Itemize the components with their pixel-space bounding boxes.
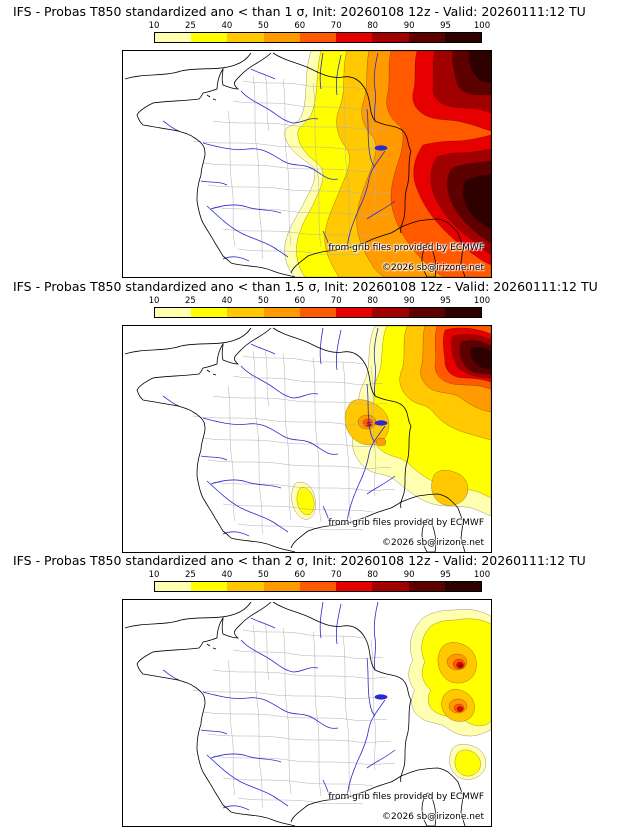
map-frame: from grib files provided by ECMWF ©2026 … <box>122 50 492 278</box>
colorbar-tick: 50 <box>257 21 269 31</box>
colorbar-tick: 70 <box>330 296 342 306</box>
colorbar-tick: 80 <box>367 570 379 580</box>
credit-copyright: ©2026 sb@irizone.net <box>382 812 484 822</box>
colorbar-segment <box>191 582 228 591</box>
colorbar-segment <box>263 33 300 42</box>
colorbar-tick: 95 <box>440 570 451 580</box>
colorbar-tick-labels: 10 25 40 50 60 70 80 90 95 100 <box>149 296 491 306</box>
colorbar-tick: 95 <box>440 21 451 31</box>
map-frame: from grib files provided by ECMWF ©2026 … <box>122 599 492 827</box>
colorbar-tick-labels: 10 25 40 50 60 70 80 90 95 100 <box>149 21 491 31</box>
colorbar-segment <box>191 308 228 317</box>
colorbar-tick: 25 <box>185 21 196 31</box>
probability-field <box>284 51 491 277</box>
colorbar-segment <box>263 308 300 317</box>
colorbar-tick: 40 <box>221 296 233 306</box>
credit-copyright: ©2026 sb@irizone.net <box>382 263 484 273</box>
map-canvas-1sigma <box>124 51 491 277</box>
colorbar-bar <box>154 307 482 318</box>
probability-colorbar: 10 25 40 50 60 70 80 90 95 100 <box>149 570 491 592</box>
colorbar-tick: 100 <box>473 21 491 31</box>
colorbar-tick: 50 <box>257 296 269 306</box>
colorbar-segment <box>227 308 264 317</box>
credit-copyright: ©2026 sb@irizone.net <box>382 538 484 548</box>
colorbar-tick: 70 <box>330 21 342 31</box>
colorbar-segment <box>299 308 337 317</box>
credit-block: from grib files provided by ECMWF ©2026 … <box>328 243 484 273</box>
colorbar-tick: 90 <box>403 570 415 580</box>
credit-block: from grib files provided by ECMWF ©2026 … <box>328 518 484 548</box>
colorbar-tick: 50 <box>257 570 269 580</box>
colorbar-tick: 80 <box>367 21 379 31</box>
panel-prob-2sigma: IFS - Probas T850 standardized ano < tha… <box>0 551 630 827</box>
colorbar-segment <box>155 308 192 317</box>
colorbar-tick: 60 <box>294 296 306 306</box>
colorbar-tick: 40 <box>221 570 233 580</box>
colorbar-segment <box>408 308 445 317</box>
colorbar-segment <box>299 33 337 42</box>
colorbar-segment <box>227 33 264 42</box>
colorbar-segment <box>263 582 300 591</box>
colorbar-segment <box>191 33 228 42</box>
colorbar-segment <box>227 582 264 591</box>
colorbar-tick: 25 <box>185 296 196 306</box>
credit-source: from grib files provided by ECMWF <box>328 243 484 253</box>
panel-prob-1p5sigma: IFS - Probas T850 standardized ano < tha… <box>0 277 630 553</box>
panel-title: IFS - Probas T850 standardized ano < tha… <box>13 279 598 294</box>
panel-prob-1sigma: IFS - Probas T850 standardized ano < tha… <box>0 2 630 278</box>
probability-colorbar: 10 25 40 50 60 70 80 90 95 100 <box>149 296 491 318</box>
colorbar-segment <box>336 33 373 42</box>
colorbar-segment <box>372 308 409 317</box>
panel-title: IFS - Probas T850 standardized ano < tha… <box>13 4 586 19</box>
credit-source: from grib files provided by ECMWF <box>328 518 484 528</box>
colorbar-bar <box>154 581 482 592</box>
colorbar-tick: 95 <box>440 296 451 306</box>
colorbar-tick: 10 <box>148 570 160 580</box>
colorbar-tick: 40 <box>221 21 233 31</box>
colorbar-segment <box>336 582 373 591</box>
colorbar-segment <box>299 582 337 591</box>
colorbar-tick: 25 <box>185 570 196 580</box>
colorbar-segment <box>444 582 481 591</box>
map-frame: from grib files provided by ECMWF ©2026 … <box>122 325 492 553</box>
colorbar-segment <box>444 33 481 42</box>
credit-source: from grib files provided by ECMWF <box>328 792 484 802</box>
panel-title: IFS - Probas T850 standardized ano < tha… <box>13 553 586 568</box>
colorbar-segment <box>372 582 409 591</box>
colorbar-segment <box>336 308 373 317</box>
probability-field <box>291 326 491 520</box>
credit-block: from grib files provided by ECMWF ©2026 … <box>328 792 484 822</box>
colorbar-segment <box>408 33 445 42</box>
colorbar-tick: 100 <box>473 570 491 580</box>
colorbar-tick-labels: 10 25 40 50 60 70 80 90 95 100 <box>149 570 491 580</box>
colorbar-bar <box>154 32 482 43</box>
colorbar-tick: 10 <box>148 296 160 306</box>
colorbar-segment <box>155 582 192 591</box>
colorbar-segment <box>444 308 481 317</box>
colorbar-tick: 60 <box>294 21 306 31</box>
colorbar-tick: 80 <box>367 296 379 306</box>
colorbar-tick: 90 <box>403 296 415 306</box>
probability-field <box>408 609 491 780</box>
colorbar-tick: 60 <box>294 570 306 580</box>
map-canvas-1p5sigma <box>124 326 491 552</box>
colorbar-segment <box>155 33 192 42</box>
map-canvas-2sigma <box>124 601 491 826</box>
colorbar-segment <box>408 582 445 591</box>
colorbar-tick: 10 <box>148 21 160 31</box>
colorbar-tick: 70 <box>330 570 342 580</box>
colorbar-tick: 100 <box>473 296 491 306</box>
colorbar-tick: 90 <box>403 21 415 31</box>
probability-colorbar: 10 25 40 50 60 70 80 90 95 100 <box>149 21 491 43</box>
colorbar-segment <box>372 33 409 42</box>
